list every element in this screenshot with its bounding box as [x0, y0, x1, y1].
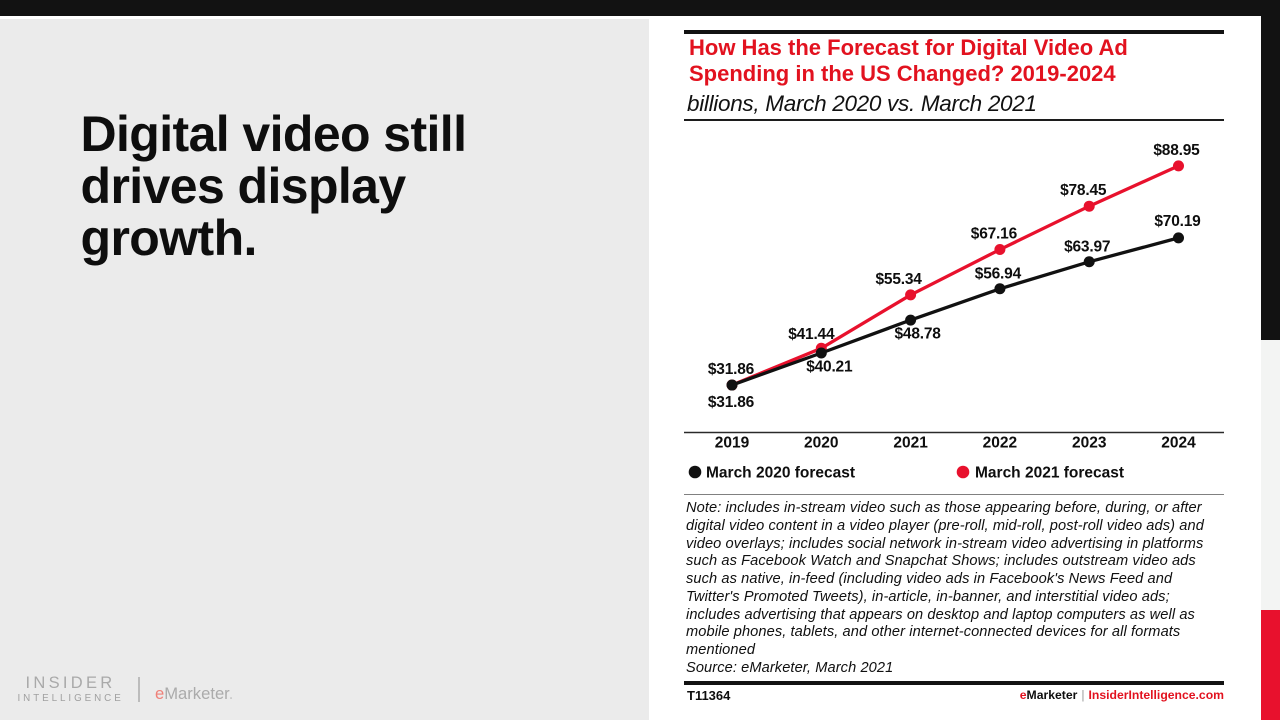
data-point — [994, 283, 1006, 295]
x-tick-label: 2021 — [893, 435, 928, 452]
chart-rule-top — [684, 30, 1224, 34]
legend-label: March 2020 forecast — [706, 465, 855, 482]
chart-note: Note: includes in-stream video such as t… — [686, 500, 1226, 678]
data-point — [1173, 160, 1184, 172]
legend-dot — [688, 465, 702, 479]
chart-subtitle: billions, March 2020 vs. March 2021 — [687, 90, 1037, 116]
footer-emarketer-e: e — [1019, 687, 1027, 702]
chart-rule-under-subtitle — [684, 119, 1224, 121]
chart-id: T11364 — [687, 687, 731, 703]
data-label: $78.45 — [1060, 182, 1107, 199]
data-point — [905, 314, 917, 326]
text-line: mobile phones, tablets, and other intern… — [686, 624, 1181, 641]
text-line: mentioned — [686, 642, 756, 658]
right-accent-gray — [1261, 340, 1280, 610]
x-tick-label: 2023 — [1072, 435, 1107, 452]
text-line: includes advertising that appears on des… — [686, 606, 1195, 623]
right-accent-black — [1261, 0, 1280, 340]
chart-rule-under-legend — [684, 494, 1224, 496]
data-label: $40.21 — [806, 358, 853, 375]
text-line: such as Facebook Watch and Snapchat Show… — [686, 553, 1196, 570]
data-label: $88.95 — [1153, 142, 1200, 159]
data-point — [1173, 232, 1184, 244]
text-line: such as native, in-feed (including video… — [686, 571, 1173, 587]
data-label: $56.94 — [975, 265, 1022, 282]
text-line: Note: includes in-stream video such as t… — [686, 500, 1202, 516]
text-line: video overlays; includes social network … — [686, 535, 1204, 552]
emarketer-logo-dot: . — [228, 684, 234, 703]
x-tick-label: 2022 — [983, 435, 1017, 452]
brand-divider — [138, 677, 140, 702]
x-tick-label: 2019 — [715, 435, 750, 452]
text-line: growth. — [80, 209, 258, 266]
data-label: $41.44 — [788, 326, 835, 343]
text-line: drives display — [80, 157, 407, 214]
footer-separator: | — [1081, 687, 1085, 702]
slide-headline: Digital video still drives display growth. — [81, 108, 621, 264]
emarketer-logo-e: e — [155, 684, 165, 703]
right-accent-red — [1261, 610, 1280, 720]
emarketer-logo: eMarketer. — [155, 684, 233, 704]
x-tick-label: 2020 — [804, 435, 838, 452]
data-point — [1083, 200, 1095, 212]
series-line-0 — [731, 236, 1179, 387]
chart-title: How Has the Forecast for Digital Video A… — [689, 35, 1226, 87]
legend-dot — [956, 465, 970, 479]
footer-emarketer-rest: Marketer — [1026, 687, 1078, 702]
series-line-1 — [731, 164, 1180, 387]
left-panel — [0, 19, 649, 720]
data-point — [1083, 256, 1095, 268]
text-line: Digital video still — [80, 105, 467, 162]
emarketer-logo-rest: Marketer — [164, 684, 229, 703]
chart-footer-brand: eMarketer | InsiderIntelligence.com — [684, 688, 1224, 702]
data-label: $55.34 — [875, 271, 922, 288]
chart-rule-bottom — [684, 680, 1224, 686]
x-tick-label: 2024 — [1161, 435, 1196, 452]
text-line: digital video content in a video player … — [686, 517, 1204, 534]
text-line: How Has the Forecast for Digital Video A… — [689, 35, 1128, 60]
top-bar — [0, 0, 1280, 16]
line-chart: 2019 2020 2021 2022 2023 2024 $31.86 $40.21 $48.… — [684, 142, 1224, 482]
text-line: Source: eMarketer, March 2021 — [686, 659, 894, 676]
data-point — [994, 244, 1006, 256]
data-label: $48.78 — [894, 326, 941, 343]
intelligence-logo-text: INTELLIGENCE — [17, 692, 124, 704]
data-point — [905, 289, 917, 301]
data-label: $31.86 — [708, 394, 755, 411]
data-label: $70.19 — [1154, 213, 1201, 230]
legend-label: March 2021 forecast — [975, 465, 1124, 482]
text-line: Spending in the US Changed? 2019-2024 — [689, 61, 1116, 86]
data-label: $63.97 — [1064, 238, 1110, 255]
data-point — [815, 347, 827, 359]
footer-site-link: InsiderIntelligence.com — [1088, 687, 1224, 702]
insider-logo-text: INSIDER — [25, 673, 116, 692]
data-label: $67.16 — [971, 226, 1018, 243]
text-line: Twitter's Promoted Tweets), in-article, … — [686, 588, 1170, 605]
data-point — [726, 379, 738, 391]
data-label: $31.86 — [708, 361, 755, 378]
